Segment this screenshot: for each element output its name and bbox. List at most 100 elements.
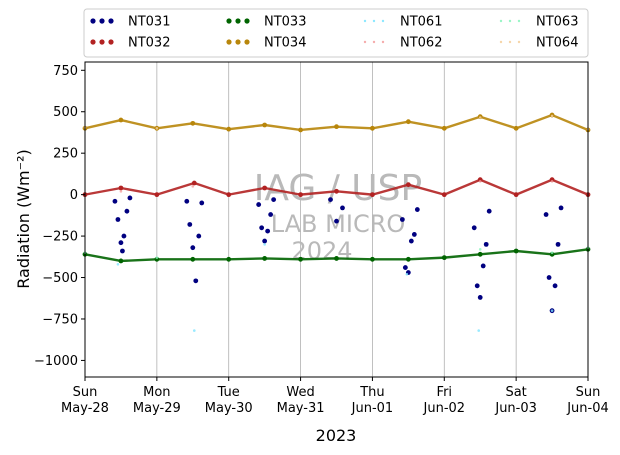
data-point [477,329,481,332]
data-point [124,208,130,214]
data-point [441,255,447,261]
y-tick-label: 750 [53,64,78,79]
data-point [118,258,124,264]
data-point [226,126,232,132]
data-point [190,245,196,251]
data-point [334,256,339,261]
data-point [268,212,274,217]
plot-frame [84,61,589,378]
data-point [262,122,268,128]
legend-marker [372,40,376,44]
data-point [118,240,124,246]
data-point [120,248,125,254]
legend-label: NT034 [264,36,306,51]
x-axis: SunMay-28MonMay-29TueMay-30WedMay-31ThuJ… [61,377,609,416]
legend-marker [90,18,96,24]
legend-item-NT032: NT032 [90,36,170,51]
data-point [334,188,339,194]
data-point [298,127,303,133]
x-tick-label-date: Jun-03 [494,401,537,416]
data-point [405,119,411,125]
data-point [513,125,519,131]
legend-item-NT062: NT062 [363,36,442,51]
y-tick-label: −750 [42,312,78,327]
data-point [191,185,195,188]
x-tick-label-day: Sat [505,385,526,400]
data-point [474,283,480,289]
legend-marker [381,19,385,23]
legend-marker [226,39,232,45]
legend-marker [108,18,114,24]
legend-item-NT033: NT033 [226,15,306,30]
legend-label: NT062 [400,36,442,51]
y-tick-label: 250 [53,147,78,162]
data-point [558,205,564,211]
data-point [226,192,232,198]
legend-marker [108,39,114,45]
data-point [513,192,519,198]
data-point [191,180,197,186]
data-point [478,180,482,183]
x-tick-label-date: May-28 [61,401,109,416]
legend-label: NT063 [536,15,578,30]
x-tick-label-day: Sun [576,385,601,400]
data-point [199,200,205,206]
x-tick-label-day: Thu [359,385,384,400]
x-tick-label-date: May-29 [133,401,181,416]
data-point [478,248,482,251]
x-tick-label-day: Wed [286,385,314,400]
data-point [478,116,482,119]
legend: NT031 NT032 NT033 NT034 NT061 NT062 NT063 NT064 [83,8,589,58]
legend-marker [517,19,521,23]
data-point [405,272,409,276]
data-point [298,256,303,262]
data-point [370,256,375,262]
legend-marker [235,39,241,45]
legend-marker [508,19,512,23]
series-NT061 [116,243,554,332]
data-point [265,228,271,234]
y-axis-label: Radiation (Wm⁻²) [14,149,33,288]
data-point [334,124,339,130]
data-point [370,125,375,131]
data-point [112,198,118,204]
data-point [115,217,121,222]
x-tick-label-date: May-30 [205,401,253,416]
data-point [471,225,477,231]
data-point [192,329,196,332]
legend-marker [381,40,385,44]
series-points [82,112,591,332]
data-point [546,275,552,280]
legend-marker [363,19,367,23]
series-NT062 [119,180,554,193]
y-tick-label: 500 [53,105,78,120]
legend-marker [244,18,250,24]
data-point [298,192,303,198]
data-point [263,243,266,246]
data-point [480,263,486,269]
data-point [155,256,159,259]
data-point [405,182,411,188]
watermark: IAG / USP LAB MICRO 2024 [254,168,422,265]
data-point [552,283,558,289]
data-point [155,127,159,130]
legend-marker [244,39,250,45]
legend-item-NT061: NT061 [363,15,442,30]
data-point [555,241,561,247]
data-point [256,202,262,207]
y-tick-label: −1000 [34,354,78,369]
data-point [116,262,120,266]
data-point [550,114,554,118]
data-point [127,195,133,201]
data-point [550,180,554,183]
data-point [550,309,554,312]
data-point [334,218,339,224]
data-point [340,205,345,211]
data-point [405,256,411,262]
data-point [154,192,160,198]
data-point [262,185,268,191]
legend-marker [363,40,367,44]
x-tick-label-date: May-31 [277,401,325,416]
series-NT063 [83,246,590,259]
legend-item-NT031: NT031 [90,15,170,30]
